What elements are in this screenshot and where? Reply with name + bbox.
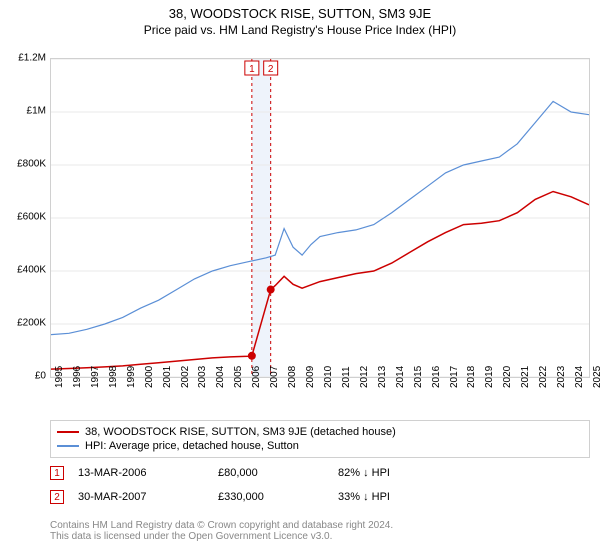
- xtick-label: 2024: [574, 366, 585, 388]
- chart-subtitle: Price paid vs. HM Land Registry's House …: [0, 23, 600, 37]
- ytick-label: £1.2M: [0, 53, 46, 64]
- legend-row-hpi: HPI: Average price, detached house, Sutt…: [57, 439, 583, 453]
- svg-text:2: 2: [268, 64, 274, 75]
- xtick-label: 1995: [54, 366, 65, 388]
- sale-marker-2: 2: [50, 490, 64, 504]
- xtick-label: 1997: [90, 366, 101, 388]
- sale-rel-2: 33% ↓ HPI: [338, 491, 458, 503]
- xtick-label: 1998: [108, 366, 119, 388]
- xtick-label: 2003: [197, 366, 208, 388]
- chart-container: 38, WOODSTOCK RISE, SUTTON, SM3 9JE Pric…: [0, 0, 600, 560]
- sale-price-1: £80,000: [218, 467, 338, 479]
- sale-date-2: 30-MAR-2007: [78, 491, 218, 503]
- legend-label-hpi: HPI: Average price, detached house, Sutt…: [85, 440, 299, 452]
- xtick-label: 2012: [359, 366, 370, 388]
- sale-rel-1: 82% ↓ HPI: [338, 467, 458, 479]
- xtick-label: 2002: [180, 366, 191, 388]
- xtick-label: 2025: [592, 366, 600, 388]
- legend-row-property: 38, WOODSTOCK RISE, SUTTON, SM3 9JE (det…: [57, 425, 583, 439]
- sale-marker-1-num: 1: [54, 468, 60, 479]
- xtick-label: 2000: [144, 366, 155, 388]
- footer-line-1: Contains HM Land Registry data © Crown c…: [50, 520, 590, 531]
- xtick-label: 2001: [162, 366, 173, 388]
- xtick-label: 2004: [215, 366, 226, 388]
- ytick-label: £600K: [0, 212, 46, 223]
- legend-box: 38, WOODSTOCK RISE, SUTTON, SM3 9JE (det…: [50, 420, 590, 458]
- xtick-label: 2017: [449, 366, 460, 388]
- xtick-label: 2011: [341, 366, 352, 388]
- xtick-label: 2005: [233, 366, 244, 388]
- sale-row-1: 1 13-MAR-2006 £80,000 82% ↓ HPI: [50, 466, 590, 480]
- xtick-label: 2016: [431, 366, 442, 388]
- xtick-label: 2015: [413, 366, 424, 388]
- footer-line-2: This data is licensed under the Open Gov…: [50, 531, 590, 542]
- xtick-label: 2023: [556, 366, 567, 388]
- xtick-label: 2009: [305, 366, 316, 388]
- xtick-label: 2013: [377, 366, 388, 388]
- chart-title: 38, WOODSTOCK RISE, SUTTON, SM3 9JE: [0, 0, 600, 21]
- ytick-label: £800K: [0, 159, 46, 170]
- xtick-label: 1996: [72, 366, 83, 388]
- xtick-label: 2010: [323, 366, 334, 388]
- xtick-label: 2014: [395, 366, 406, 388]
- xtick-label: 2007: [269, 366, 280, 388]
- ytick-label: £400K: [0, 265, 46, 276]
- xtick-label: 2008: [287, 366, 298, 388]
- xtick-label: 2019: [484, 366, 495, 388]
- ytick-label: £1M: [0, 106, 46, 117]
- xtick-label: 2020: [502, 366, 513, 388]
- legend-label-property: 38, WOODSTOCK RISE, SUTTON, SM3 9JE (det…: [85, 426, 396, 438]
- sale-row-2: 2 30-MAR-2007 £330,000 33% ↓ HPI: [50, 490, 590, 504]
- svg-text:1: 1: [249, 64, 255, 75]
- plot-svg: 12: [51, 59, 589, 377]
- plot-area: 12: [50, 58, 590, 378]
- sale-price-2: £330,000: [218, 491, 338, 503]
- sale-marker-2-num: 2: [54, 492, 60, 503]
- xtick-label: 2018: [466, 366, 477, 388]
- legend-swatch-property: [57, 431, 79, 433]
- xtick-label: 2006: [251, 366, 262, 388]
- xtick-label: 1999: [126, 366, 137, 388]
- legend-swatch-hpi: [57, 445, 79, 447]
- sale-marker-1: 1: [50, 466, 64, 480]
- sale-date-1: 13-MAR-2006: [78, 467, 218, 479]
- xtick-label: 2021: [520, 366, 531, 388]
- ytick-label: £0: [0, 371, 46, 382]
- footer: Contains HM Land Registry data © Crown c…: [50, 520, 590, 542]
- ytick-label: £200K: [0, 318, 46, 329]
- xtick-label: 2022: [538, 366, 549, 388]
